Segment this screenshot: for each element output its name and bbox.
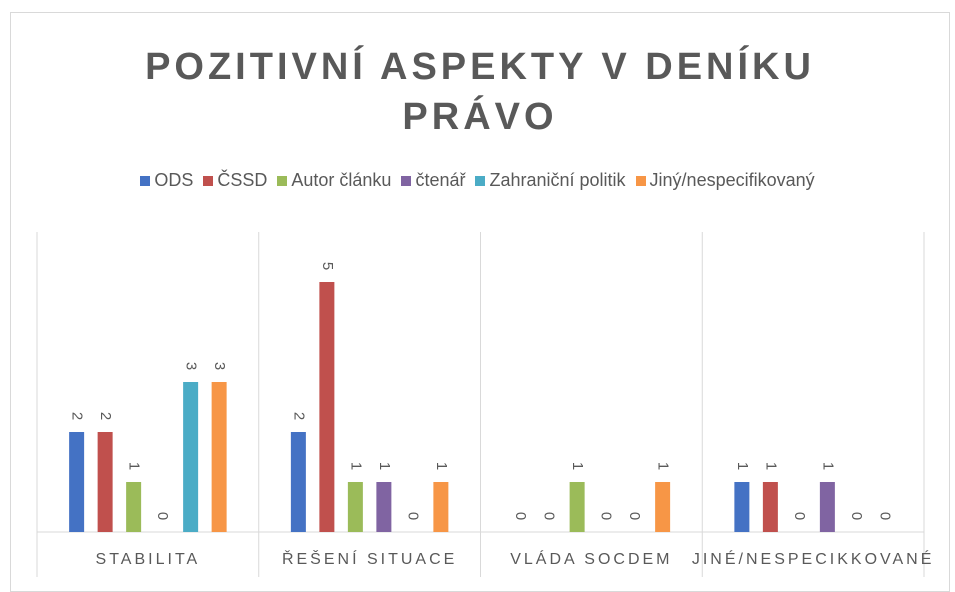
bar bbox=[126, 482, 142, 532]
x-tick-label: JINÉ/NESPECIKKOVANÉ bbox=[692, 549, 935, 568]
data-label: 2 bbox=[69, 412, 86, 420]
legend-item: ČSSD bbox=[203, 170, 267, 191]
data-label: 1 bbox=[569, 462, 586, 470]
bar bbox=[762, 482, 778, 532]
legend-swatch bbox=[277, 175, 288, 186]
data-label: 5 bbox=[319, 262, 336, 270]
legend-item: Autor článku bbox=[277, 170, 391, 191]
bar bbox=[183, 382, 199, 532]
data-label: 0 bbox=[404, 512, 421, 520]
legend-item: čtenář bbox=[401, 170, 465, 191]
data-label: 0 bbox=[154, 512, 171, 520]
data-label: 3 bbox=[211, 362, 228, 370]
data-label: 1 bbox=[347, 462, 364, 470]
bar bbox=[734, 482, 750, 532]
legend-item: Zahraniční politik bbox=[475, 170, 626, 191]
legend-label: Jiný/nespecifikovaný bbox=[649, 170, 815, 190]
bar bbox=[376, 482, 392, 532]
x-tick-label: STABILITA bbox=[96, 551, 201, 568]
bar bbox=[347, 482, 363, 532]
data-label: 2 bbox=[97, 412, 114, 420]
x-tick-label: VLÁDA SOCDEM bbox=[510, 549, 672, 568]
data-label: 3 bbox=[183, 362, 200, 370]
legend: ODS ČSSD Autor článku čtenář Zahraniční poli… bbox=[0, 170, 955, 191]
bar bbox=[819, 482, 835, 532]
bar bbox=[433, 482, 449, 532]
data-label: 2 bbox=[290, 412, 307, 420]
chart-title: POZITIVNÍ ASPEKTY V DENÍKU PRÁVO bbox=[145, 46, 815, 138]
data-label: 1 bbox=[762, 462, 779, 470]
data-label: 1 bbox=[376, 462, 393, 470]
legend-swatch bbox=[475, 175, 486, 186]
data-label: 1 bbox=[734, 462, 751, 470]
legend-swatch bbox=[140, 175, 151, 186]
legend-label: Autor článku bbox=[291, 170, 392, 190]
data-label: 0 bbox=[541, 512, 558, 520]
data-label: 1 bbox=[126, 462, 143, 470]
legend-label: ČSSD bbox=[217, 170, 268, 190]
legend-swatch bbox=[635, 175, 646, 186]
bar bbox=[569, 482, 585, 532]
data-label: 1 bbox=[655, 462, 672, 470]
legend-swatch bbox=[203, 175, 214, 186]
legend-label: ODS bbox=[154, 170, 194, 190]
legend-item: ODS bbox=[140, 170, 193, 191]
legend-label: čtenář bbox=[415, 170, 466, 190]
bar bbox=[97, 432, 113, 532]
data-label: 1 bbox=[819, 462, 836, 470]
legend-item: Jiný/nespecifikovaný bbox=[635, 170, 815, 191]
data-label: 0 bbox=[848, 512, 865, 520]
legend-swatch bbox=[401, 175, 412, 186]
data-label: 0 bbox=[876, 512, 893, 520]
bar bbox=[69, 432, 85, 532]
data-label: 1 bbox=[433, 462, 450, 470]
data-label: 0 bbox=[791, 512, 808, 520]
data-label: 0 bbox=[626, 512, 643, 520]
data-label: 0 bbox=[512, 512, 529, 520]
bar bbox=[211, 382, 227, 532]
bar bbox=[319, 282, 335, 532]
bar bbox=[655, 482, 671, 532]
bar bbox=[290, 432, 306, 532]
x-tick-label: ŘEŠENÍ SITUACE bbox=[282, 549, 457, 568]
legend-label: Zahraniční politik bbox=[489, 170, 626, 190]
data-label: 0 bbox=[598, 512, 615, 520]
